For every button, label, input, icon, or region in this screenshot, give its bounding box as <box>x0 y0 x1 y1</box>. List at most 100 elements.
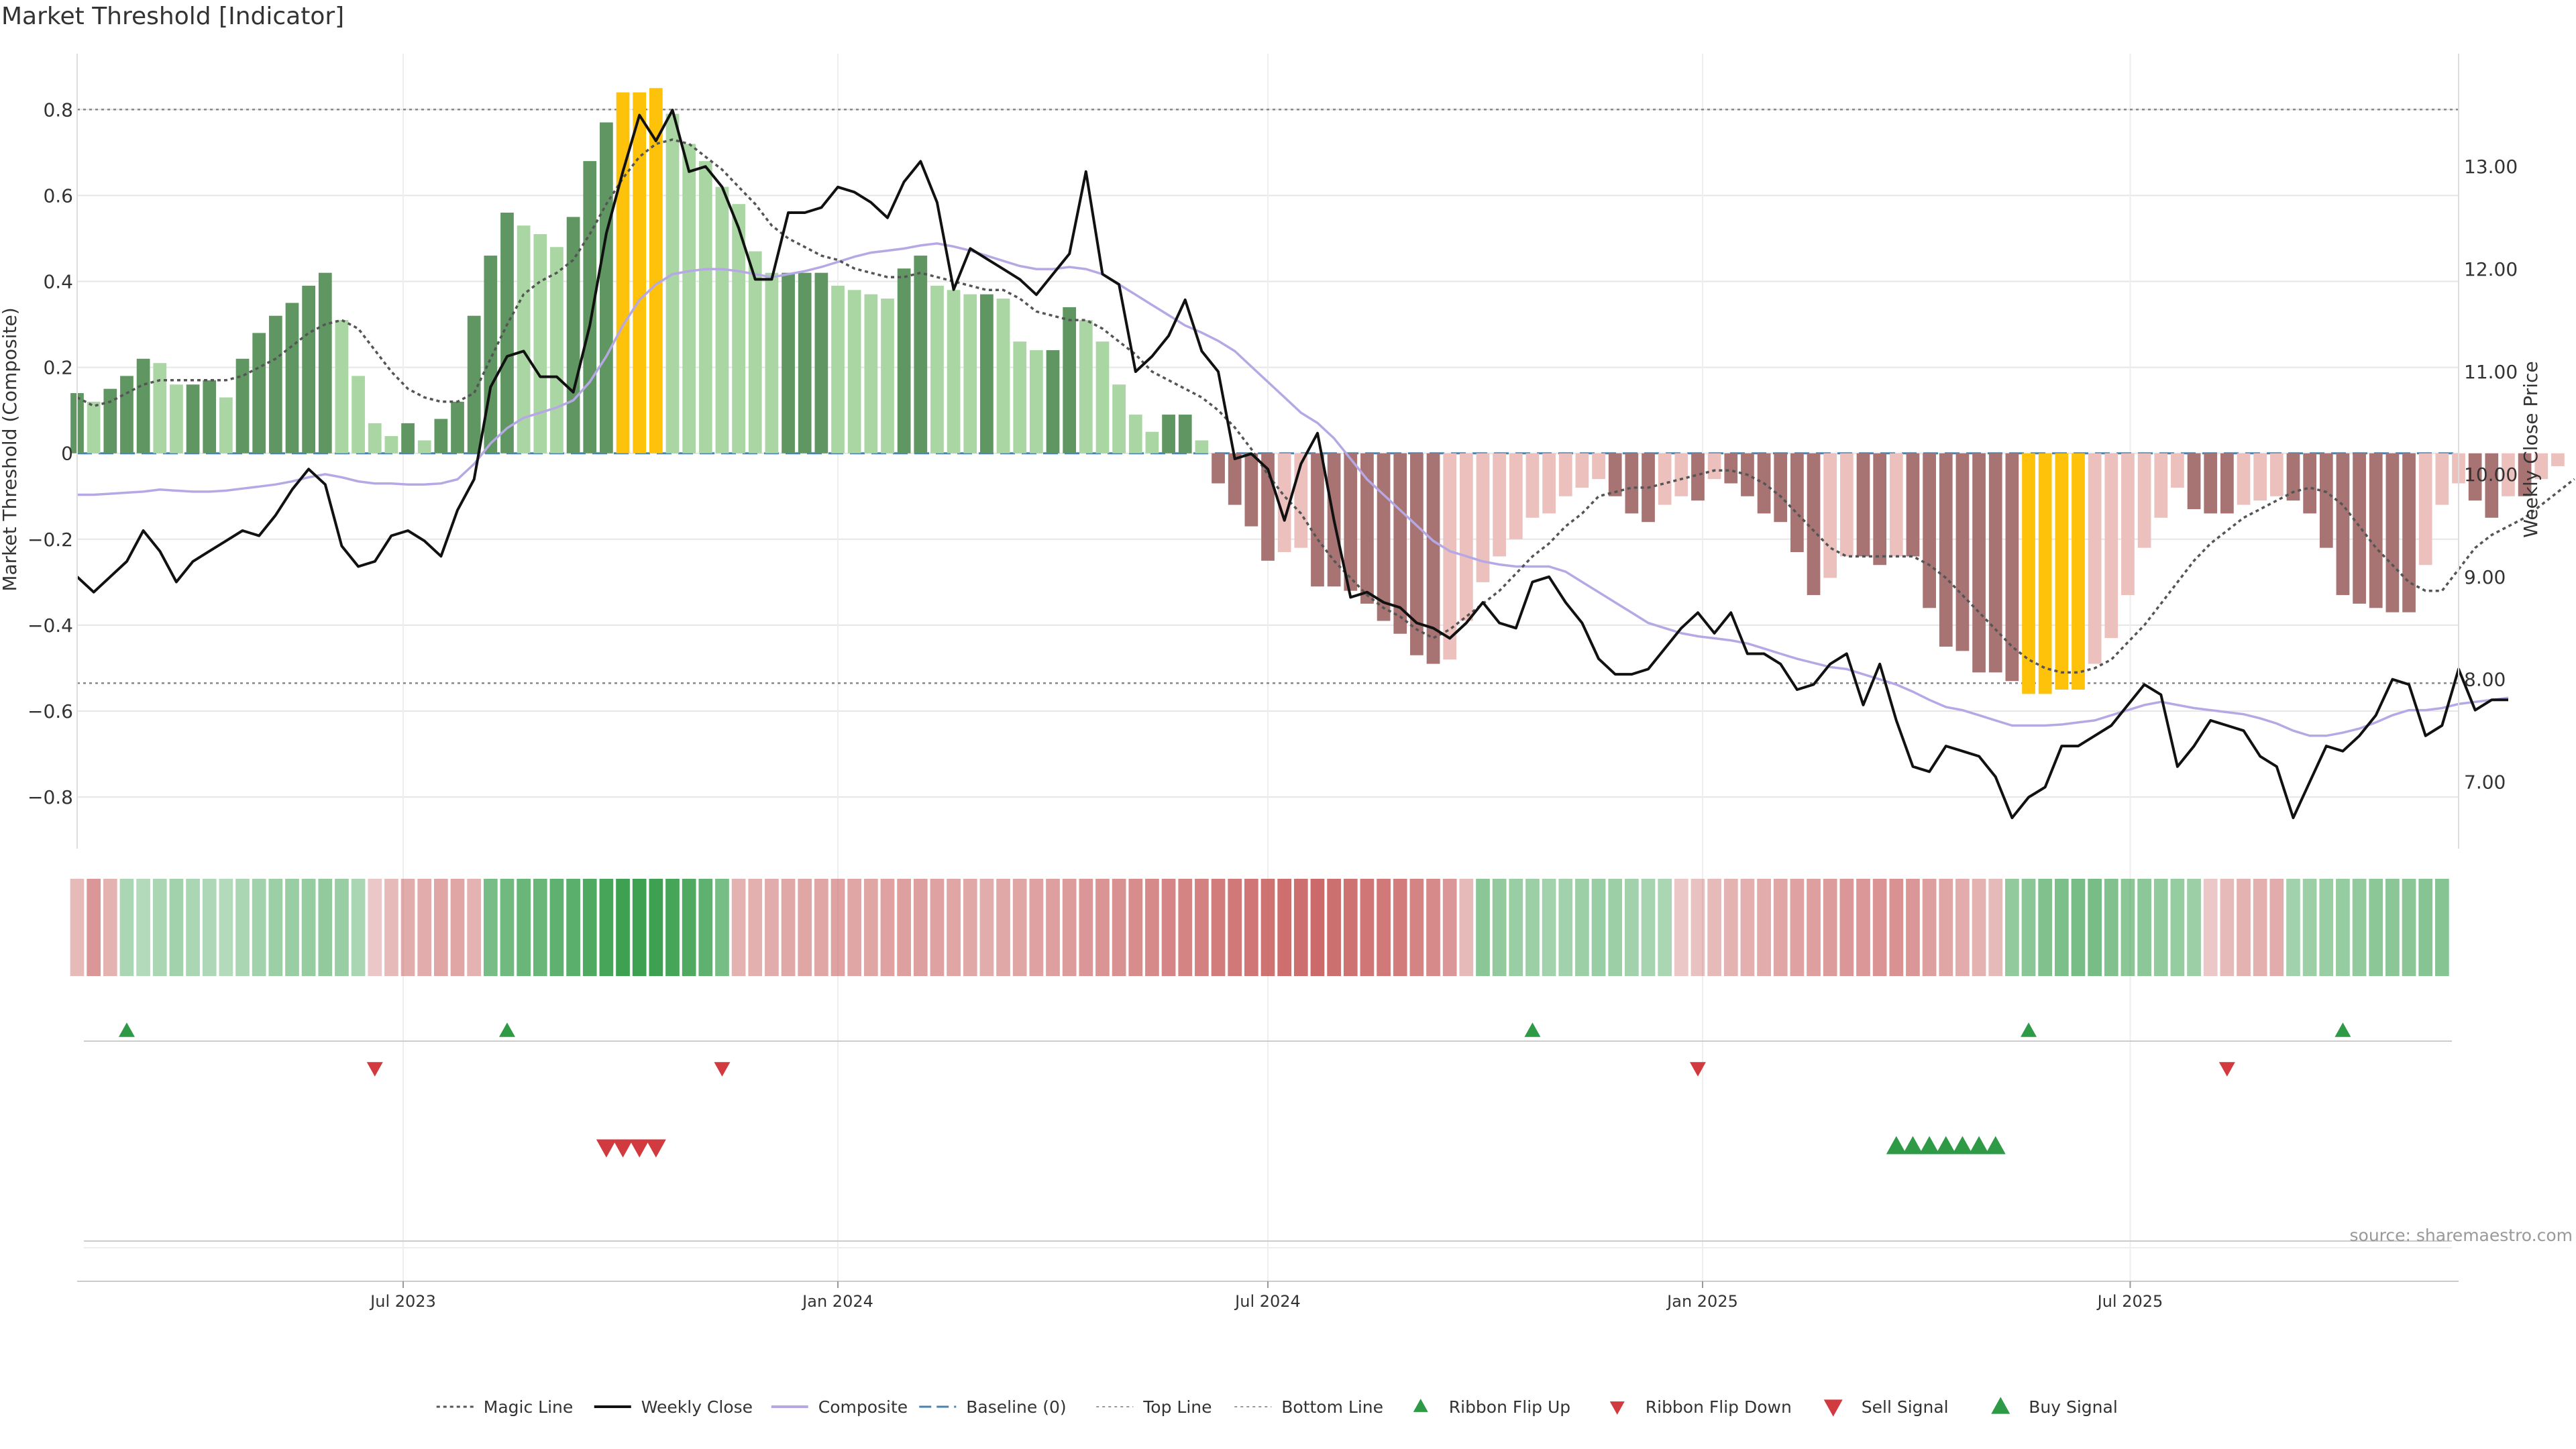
composite-bar <box>947 290 961 453</box>
ribbon-cell <box>582 879 597 976</box>
ribbon-cell <box>698 879 713 976</box>
composite-bar <box>2055 453 2069 690</box>
left-tick-label: −0.2 <box>28 529 73 551</box>
composite-bar <box>1344 453 1358 591</box>
composite-bar <box>1658 453 1672 505</box>
right-y-axis: 7.00 8.00 9.00 10.00 11.00 12.00 13.00 <box>2458 54 2518 849</box>
composite-bar <box>2220 453 2234 514</box>
composite-bar <box>2005 453 2019 682</box>
ribbon-cell <box>1228 879 1242 976</box>
composite-bar <box>1410 453 1424 655</box>
ribbon-flip-up-marker <box>498 1022 515 1037</box>
composite-bar <box>1277 453 1291 553</box>
magic-line <box>76 138 2575 674</box>
ribbon-cell <box>1442 879 1457 976</box>
ribbon-cell <box>682 879 696 976</box>
source-label: source: sharemaestro.com <box>2350 1226 2573 1245</box>
composite-bar <box>1493 453 1506 557</box>
composite-bar <box>2187 453 2201 509</box>
ribbon-cell <box>979 879 994 976</box>
ribbon-cell <box>2054 879 2069 976</box>
composite-bar <box>120 376 133 453</box>
legend-label: Buy Signal <box>2029 1397 2118 1417</box>
composite-bar <box>1707 453 1721 480</box>
composite-bar <box>401 423 415 453</box>
ribbon-flip-up-marker <box>1524 1022 1541 1037</box>
ribbon-cell <box>1161 879 1176 976</box>
composite-bar <box>881 299 894 453</box>
y-axis-label-left: Market Threshold (Composite) <box>0 307 21 591</box>
legend-label: Magic Line <box>484 1397 574 1417</box>
composite-bar <box>1013 341 1027 453</box>
ribbon-cell <box>830 879 845 976</box>
ribbon-cell <box>517 879 531 976</box>
legend-item: Sell Signal <box>1823 1397 1949 1417</box>
ribbon-cell <box>434 879 448 976</box>
ribbon-cell <box>1922 879 1937 976</box>
ribbon-cell <box>1773 879 1788 976</box>
ribbon-cell <box>897 879 911 976</box>
composite-bar <box>1195 440 1209 453</box>
composite-bar <box>186 384 200 453</box>
ribbon-cell <box>1459 879 1474 976</box>
composite-bar <box>2154 453 2168 518</box>
ribbon-cell <box>1641 879 1656 976</box>
composite-bar <box>2435 453 2449 505</box>
ribbon-cell <box>1128 879 1143 976</box>
ribbon-cell <box>335 879 349 976</box>
ribbon-cell <box>2385 879 2400 976</box>
composite-bar <box>1774 453 1788 523</box>
composite-bar <box>2171 453 2184 488</box>
legend-label: Ribbon Flip Up <box>1449 1397 1570 1417</box>
composite-bar <box>1509 453 1523 539</box>
composite-bar <box>1443 453 1457 660</box>
ribbon-cell <box>384 879 398 976</box>
composite-bar <box>2137 453 2151 548</box>
ribbon-cell <box>1823 879 1837 976</box>
ribbon-cell <box>616 879 630 976</box>
ribbon-cell <box>566 879 580 976</box>
composite-bar <box>2269 453 2284 496</box>
composite-bar <box>980 294 994 453</box>
left-tick-label: 0.8 <box>43 99 73 121</box>
ribbon-cell <box>1509 879 1523 976</box>
x-tick-label: Jul 2023 <box>369 1292 436 1311</box>
ribbon-cell <box>2137 879 2151 976</box>
ribbon-cell <box>351 879 366 976</box>
ribbon-cell <box>1062 879 1077 976</box>
composite-bar <box>318 272 332 453</box>
ribbon-cell <box>913 879 928 976</box>
ribbon-cell <box>765 879 779 976</box>
composite-bar <box>2022 453 2035 694</box>
legend-label: Baseline (0) <box>966 1397 1066 1417</box>
composite-bar <box>1939 453 1953 647</box>
legend-label: Bottom Line <box>1281 1397 1383 1417</box>
left-tick-label: −0.4 <box>28 614 73 637</box>
legend-item: Composite <box>771 1397 908 1417</box>
right-tick-label: 8.00 <box>2464 669 2506 691</box>
ribbon-cell <box>1690 879 1705 976</box>
composite-bar <box>1128 415 1142 453</box>
composite-bar <box>1674 453 1688 496</box>
composite-bar <box>417 440 431 453</box>
ribbon-cell <box>119 879 134 976</box>
composite-bar <box>335 320 349 453</box>
right-tick-label: 11.00 <box>2464 361 2518 383</box>
ribbon-cell <box>863 879 878 976</box>
ribbon-cell <box>450 879 465 976</box>
composite-bar <box>1030 350 1043 453</box>
ribbon-cell <box>1790 879 1805 976</box>
composite-bar <box>897 268 911 453</box>
composite-bar <box>2072 453 2085 690</box>
composite-bar <box>566 217 580 453</box>
composite-bar <box>1112 384 1126 453</box>
triangle-up-icon <box>1991 1397 2010 1414</box>
ribbon-cell <box>2038 879 2053 976</box>
composite-bar <box>2204 453 2218 514</box>
ribbon-cell <box>268 879 283 976</box>
right-tick-label: 9.00 <box>2464 566 2506 588</box>
ribbon-cell <box>1972 879 1986 976</box>
composite-bar <box>550 247 564 453</box>
ribbon-cell <box>1178 879 1193 976</box>
ribbon-cell <box>2336 879 2350 976</box>
